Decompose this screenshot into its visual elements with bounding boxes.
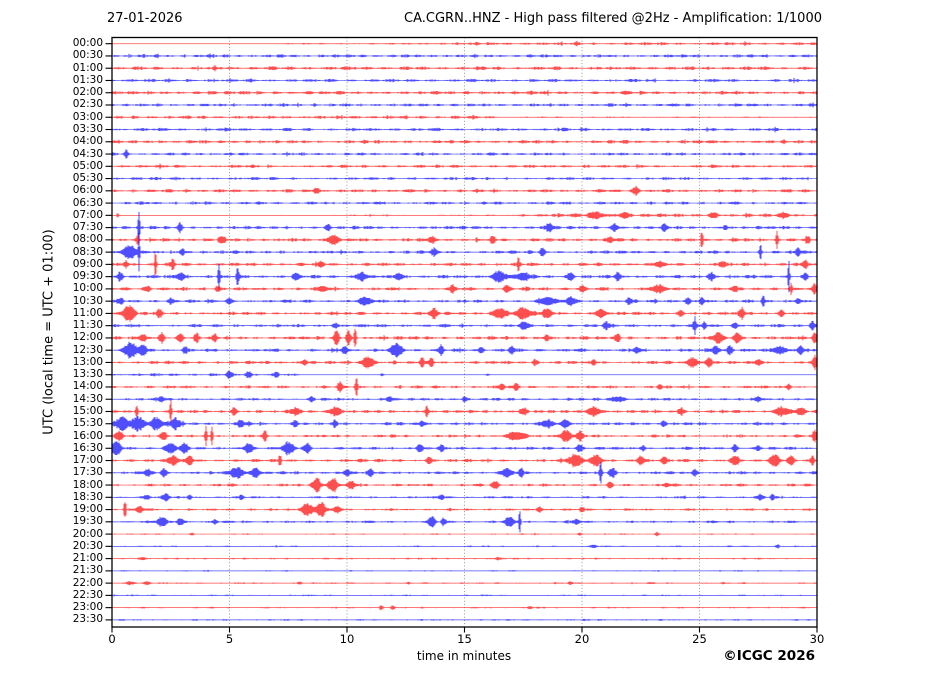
- y-tick-label: 09:30: [72, 270, 103, 283]
- x-tick-label: 10: [339, 632, 355, 646]
- y-tick-label: 22:00: [72, 576, 103, 589]
- x-tick-label: 15: [457, 632, 472, 646]
- y-tick-label: 20:00: [72, 527, 103, 540]
- y-tick-label: 09:00: [72, 257, 103, 270]
- y-tick-label: 14:30: [72, 392, 103, 405]
- y-tick-label: 23:00: [72, 601, 103, 614]
- y-tick-label: 19:00: [72, 503, 103, 516]
- y-tick-label: 04:30: [72, 147, 103, 160]
- trace-row-07:00: [111, 211, 818, 220]
- y-tick-label: 19:30: [72, 515, 103, 528]
- y-tick-label: 22:30: [72, 588, 103, 601]
- y-tick-label: 23:30: [72, 613, 103, 626]
- y-tick-label: 10:30: [72, 294, 103, 307]
- y-tick-label: 06:00: [72, 184, 103, 197]
- y-tick-label: 04:00: [72, 135, 103, 148]
- y-tick-label: 05:30: [72, 172, 103, 185]
- y-tick-label: 08:30: [72, 245, 103, 258]
- copyright-label: ©ICGC 2026: [723, 648, 815, 664]
- trace-row-12:30: [111, 341, 818, 359]
- y-tick-label: 00:30: [72, 49, 103, 62]
- y-tick-label: 02:30: [72, 98, 103, 111]
- y-tick-label: 17:30: [72, 466, 103, 479]
- x-tick-label: 30: [809, 632, 825, 646]
- trace-row-21:30: [111, 569, 818, 572]
- plot-title: CA.CGRN..HNZ - High pass filtered @2Hz -…: [404, 11, 822, 26]
- y-tick-label: 07:00: [72, 208, 103, 221]
- y-tick-label: 03:00: [72, 110, 103, 123]
- y-tick-label: 13:00: [72, 355, 103, 368]
- x-tick-label: 0: [108, 632, 116, 646]
- x-axis-label: time in minutes: [416, 649, 512, 663]
- y-tick-label: 12:30: [72, 343, 103, 356]
- y-tick-label: 13:30: [72, 368, 103, 381]
- trace-row-00:00: [111, 41, 818, 47]
- y-tick-label: 20:30: [72, 539, 103, 552]
- y-tick-label: 12:00: [72, 331, 103, 344]
- y-tick-label: 21:00: [72, 552, 103, 565]
- trace-row-18:30: [111, 493, 818, 502]
- y-tick-label: 06:30: [72, 196, 103, 209]
- y-tick-label: 21:30: [72, 564, 103, 577]
- trace-row-03:00: [111, 114, 818, 120]
- y-tick-label: 14:00: [72, 380, 103, 393]
- y-tick-label: 08:00: [72, 233, 103, 246]
- y-tick-label: 02:00: [72, 86, 103, 99]
- y-tick-label: 01:30: [72, 73, 103, 86]
- x-tick-label: 25: [692, 632, 707, 646]
- y-tick-label: 18:00: [72, 478, 103, 491]
- y-tick-label: 17:00: [72, 454, 103, 467]
- x-tick-label: 20: [574, 632, 590, 646]
- y-tick-label: 11:30: [72, 319, 103, 332]
- y-tick-label: 10:00: [72, 282, 103, 295]
- y-tick-label: 16:00: [72, 429, 103, 442]
- y-tick-label: 15:30: [72, 417, 103, 430]
- x-tick-label: 5: [225, 632, 234, 646]
- y-tick-label: 11:00: [72, 306, 103, 319]
- trace-row-15:30: [111, 415, 818, 432]
- trace-row-16:30: [111, 441, 818, 456]
- y-axis-label: UTC (local time = UTC + 01:00): [41, 229, 57, 435]
- y-tick-label: 18:30: [72, 490, 103, 503]
- date-label: 27-01-2026: [107, 11, 183, 26]
- y-tick-label: 01:00: [72, 61, 103, 74]
- y-tick-label: 00:00: [72, 37, 103, 50]
- trace-row-12:00: [111, 329, 818, 347]
- y-tick-label: 16:30: [72, 441, 103, 454]
- y-tick-label: 15:00: [72, 404, 103, 417]
- y-tick-label: 05:00: [72, 159, 103, 172]
- trace-row-04:30: [111, 149, 818, 159]
- trace-row-16:00: [111, 425, 818, 447]
- y-tick-label: 07:30: [72, 221, 103, 234]
- y-tick-label: 03:30: [72, 123, 103, 136]
